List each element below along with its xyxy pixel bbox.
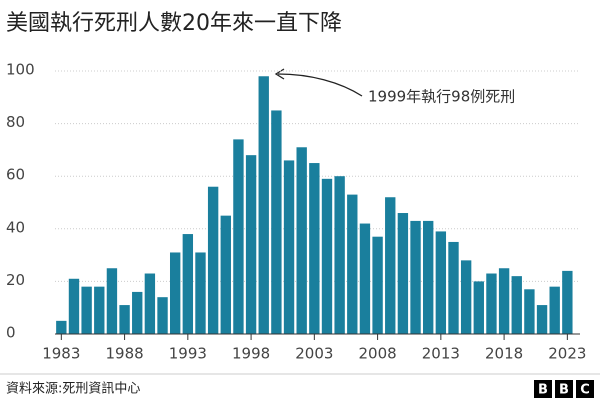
bar xyxy=(258,76,269,334)
x-tick-label: 1988 xyxy=(105,345,143,363)
y-tick-label: 100 xyxy=(6,61,35,79)
bar xyxy=(498,268,510,334)
y-tick-label: 20 xyxy=(6,271,25,289)
x-tick-label: 1998 xyxy=(232,345,270,363)
x-tick-label: 1983 xyxy=(42,345,80,363)
bar xyxy=(68,278,80,334)
bar xyxy=(435,231,447,334)
y-tick-label: 0 xyxy=(6,324,16,342)
logo: B B C xyxy=(534,380,594,398)
x-tick-label: 2013 xyxy=(422,345,460,363)
bar xyxy=(207,186,219,334)
bar xyxy=(169,252,181,334)
bar xyxy=(524,289,535,334)
bar xyxy=(182,234,194,334)
logo-letter: C xyxy=(580,383,590,398)
annotation-arrow xyxy=(277,73,363,97)
logo-box xyxy=(576,380,594,398)
bar xyxy=(296,147,307,334)
bar xyxy=(195,252,206,334)
bar xyxy=(56,320,67,334)
bar xyxy=(423,220,434,334)
bar xyxy=(144,273,156,334)
x-tick-label: 2018 xyxy=(485,345,523,363)
x-tick-label: 2008 xyxy=(358,345,396,363)
bar xyxy=(347,194,358,334)
bar xyxy=(309,163,320,334)
logo-letter: B xyxy=(538,383,548,398)
bar xyxy=(448,241,459,334)
bar xyxy=(271,110,282,334)
bar xyxy=(397,213,409,334)
bar xyxy=(245,155,257,334)
bar xyxy=(410,220,421,334)
bar xyxy=(385,197,396,334)
bar xyxy=(486,273,497,334)
bar xyxy=(511,276,522,334)
bar xyxy=(132,291,143,334)
x-tick-label: 1993 xyxy=(169,345,207,363)
y-tick-label: 60 xyxy=(6,166,25,184)
bar xyxy=(536,305,548,334)
bar xyxy=(549,286,560,334)
chart-title: 美國執行死刑人數20年來一直下降 xyxy=(6,11,342,36)
logo-box xyxy=(555,380,573,398)
bar xyxy=(460,260,472,334)
logo-letter: B xyxy=(559,383,569,398)
bar xyxy=(119,305,130,334)
bar xyxy=(562,270,573,334)
bar xyxy=(321,178,333,334)
arrow-head xyxy=(274,68,285,80)
logo-box xyxy=(534,380,552,398)
bar xyxy=(334,176,345,334)
y-tick-label: 80 xyxy=(6,113,25,131)
x-tick-label: 2023 xyxy=(548,345,586,363)
x-tick-label: 2003 xyxy=(295,345,333,363)
y-tick-label: 40 xyxy=(6,218,25,236)
bar xyxy=(157,297,168,334)
annotation: 1999年執行98例死刑 xyxy=(368,88,515,106)
bar xyxy=(106,268,118,334)
bar xyxy=(220,215,231,334)
bar xyxy=(283,160,295,334)
bar xyxy=(473,281,484,334)
bar xyxy=(94,286,105,334)
bar xyxy=(233,139,244,334)
bar xyxy=(359,223,371,334)
bar xyxy=(81,286,92,334)
source: 資料來源:死刑資訊中心 xyxy=(6,382,140,397)
bar xyxy=(372,236,383,334)
